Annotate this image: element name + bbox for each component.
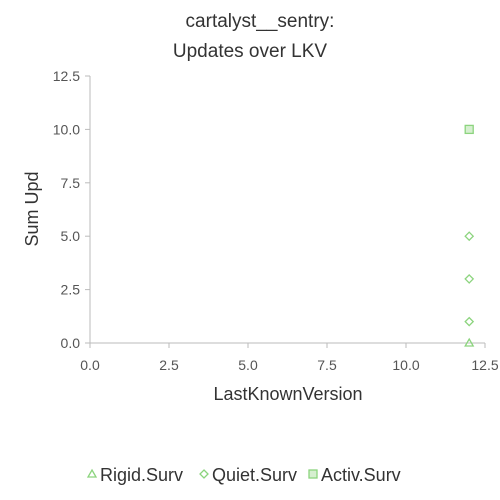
legend-label: Rigid.Surv	[100, 465, 183, 485]
y-tick-label: 5.0	[61, 228, 81, 244]
y-axis-ticks: 0.0 2.5 5.0 7.5 10.0 12.5	[53, 68, 90, 351]
chart-title: cartalyst__sentry: Updates over LKV	[173, 11, 335, 62]
x-axis-ticks: 0.0 2.5 5.0 7.5 10.0 12.5	[80, 343, 499, 373]
x-tick-label: 2.5	[159, 357, 179, 373]
y-tick-label: 12.5	[53, 68, 80, 84]
quiet-surv-point	[464, 316, 475, 327]
plot-area-points	[464, 124, 475, 347]
legend-marker-square	[308, 469, 318, 479]
chart-title-line-2: Updates over LKV	[173, 41, 328, 62]
quiet-surv-point	[464, 274, 475, 284]
x-tick-label: 5.0	[238, 357, 258, 373]
rigid-surv-point	[464, 337, 475, 347]
y-tick-label: 7.5	[61, 175, 81, 191]
legend: Rigid.Surv Quiet.Surv Activ.Surv	[86, 465, 401, 485]
activ-surv-point	[464, 124, 474, 135]
x-tick-label: 10.0	[392, 357, 419, 373]
y-tick-label: 0.0	[61, 335, 81, 351]
x-tick-label: 7.5	[317, 357, 337, 373]
y-axis-title: Sum Upd	[22, 171, 42, 246]
legend-label: Activ.Surv	[321, 465, 401, 485]
y-tick-label: 10.0	[53, 121, 80, 137]
legend-label: Quiet.Surv	[212, 465, 297, 485]
x-axis-title: LastKnownVersion	[213, 384, 362, 404]
legend-marker-triangle	[86, 468, 98, 478]
x-tick-label: 12.5	[471, 357, 498, 373]
quiet-surv-point	[464, 231, 475, 242]
x-tick-label: 0.0	[80, 357, 100, 373]
chart-title-line-1: cartalyst__sentry:	[186, 11, 335, 32]
legend-marker-diamond	[199, 469, 209, 479]
y-tick-label: 2.5	[61, 282, 81, 298]
